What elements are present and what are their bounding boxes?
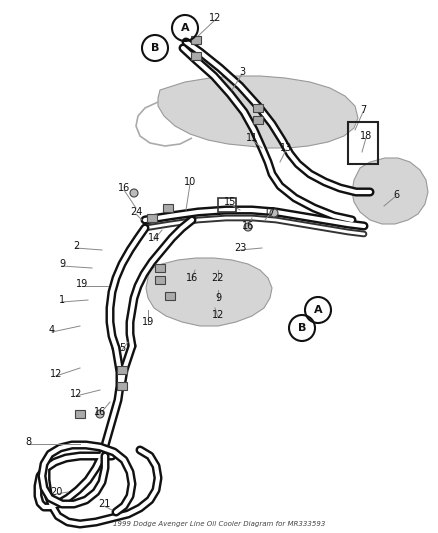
Bar (347, 122, 377, 164)
Text: 3: 3 (238, 67, 244, 77)
Text: 9: 9 (215, 293, 221, 303)
Text: 13: 13 (279, 143, 291, 153)
Bar (147, 214, 157, 222)
Polygon shape (158, 76, 357, 148)
Polygon shape (146, 258, 272, 326)
Text: 16: 16 (118, 183, 130, 193)
Text: 4: 4 (49, 325, 55, 335)
Bar (191, 52, 201, 60)
Text: 6: 6 (392, 190, 398, 200)
Bar (75, 410, 85, 418)
Text: 1: 1 (59, 295, 65, 305)
Text: 23: 23 (233, 243, 246, 253)
Text: 16: 16 (94, 407, 106, 417)
Text: A: A (313, 305, 321, 315)
Text: 19: 19 (141, 317, 154, 327)
Text: 12: 12 (49, 369, 62, 379)
Polygon shape (351, 158, 427, 224)
Bar (155, 264, 165, 272)
Text: 9: 9 (59, 259, 65, 269)
Text: 8: 8 (25, 437, 31, 447)
Text: 16: 16 (185, 273, 198, 283)
Text: 11: 11 (245, 133, 258, 143)
Circle shape (269, 209, 277, 217)
Text: 21: 21 (98, 499, 110, 509)
Text: 16: 16 (241, 221, 254, 231)
Text: 7: 7 (359, 105, 365, 115)
Bar (117, 382, 127, 390)
Text: 17: 17 (263, 207, 276, 217)
Bar (252, 104, 262, 112)
Text: 10: 10 (184, 177, 196, 187)
Bar (162, 204, 173, 212)
Circle shape (96, 410, 104, 418)
Text: 1999 Dodge Avenger Line Oil Cooler Diagram for MR333593: 1999 Dodge Avenger Line Oil Cooler Diagr… (113, 521, 325, 527)
Text: B: B (297, 323, 305, 333)
Bar (155, 276, 165, 284)
Text: 12: 12 (70, 389, 82, 399)
Text: 2: 2 (73, 241, 79, 251)
Circle shape (130, 189, 138, 197)
Text: 15: 15 (223, 197, 236, 207)
Text: 12: 12 (208, 13, 221, 23)
Circle shape (244, 223, 251, 231)
Bar (191, 36, 201, 44)
Text: 20: 20 (49, 487, 62, 497)
Text: 18: 18 (359, 131, 371, 141)
Bar (218, 198, 236, 212)
Text: 22: 22 (211, 273, 224, 283)
Bar (252, 116, 262, 124)
Text: A: A (180, 23, 189, 33)
Text: 14: 14 (148, 233, 160, 243)
Bar (165, 292, 175, 300)
Text: 5: 5 (119, 343, 125, 353)
Text: B: B (151, 43, 159, 53)
Text: 12: 12 (211, 310, 224, 320)
Bar (117, 366, 127, 374)
Text: 24: 24 (130, 207, 142, 217)
Text: 19: 19 (76, 279, 88, 289)
